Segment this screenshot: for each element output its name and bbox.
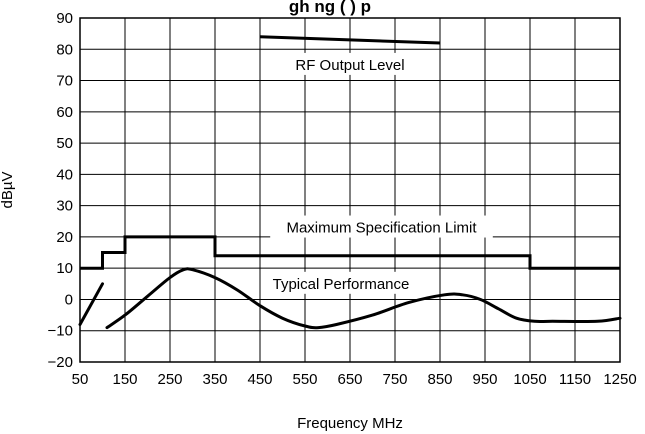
x-tick-label: 450	[247, 371, 272, 388]
y-tick-label: 20	[56, 229, 73, 246]
x-tick-label: 650	[337, 371, 362, 388]
x-tick-label: 50	[72, 371, 89, 388]
y-tick-label: 0	[65, 291, 73, 308]
x-tick-label: 150	[112, 371, 137, 388]
series-rf-output-level	[259, 35, 441, 45]
y-tick-label: 80	[56, 41, 73, 58]
x-axis-ticks: 50 150 250 350 450 550 650 750 850 950 1050 1150 125…	[72, 371, 637, 388]
x-tick-label: 1150	[559, 371, 591, 388]
series-typical-performance	[105, 267, 622, 330]
annotation-label: RF Output Level	[295, 57, 404, 74]
y-tick-label: 70	[56, 73, 73, 90]
y-tick-label: −10	[48, 323, 73, 340]
y-tick-label: 10	[56, 260, 73, 277]
chart-title: gh ng ( ) p	[289, 0, 371, 16]
y-tick-label: 50	[56, 135, 73, 152]
x-tick-label: 550	[292, 371, 317, 388]
x-axis-label: Frequency MHz	[297, 415, 403, 432]
y-axis-ticks: −20 −10 0 10 20 30 40 50 60 70 80 90	[48, 10, 73, 371]
x-tick-label: 1250	[603, 371, 636, 388]
x-tick-label: 250	[157, 371, 182, 388]
y-tick-label: 60	[56, 104, 73, 121]
x-tick-label: 850	[427, 371, 452, 388]
annotation-label: Maximum Specification Limit	[286, 220, 477, 237]
x-tick-label: 750	[382, 371, 407, 388]
y-axis-label: dBµV	[0, 172, 16, 209]
plot-frame	[79, 17, 621, 363]
annotation-background	[260, 271, 422, 294]
x-tick-label: 350	[202, 371, 227, 388]
y-tick-label: −20	[48, 354, 73, 371]
annotations: RF Output Level Maximum Specification Lim…	[260, 52, 493, 294]
y-tick-label: 40	[56, 166, 73, 183]
annotation-background	[270, 215, 493, 238]
series-maximum-specification-limit	[80, 235, 620, 270]
x-tick-label: 1050	[513, 371, 546, 388]
x-tick-label: 950	[472, 371, 497, 388]
series-typical-performance	[78, 282, 104, 326]
y-tick-label: 30	[56, 198, 73, 215]
y-tick-label: 90	[56, 10, 73, 27]
series-group	[78, 35, 622, 330]
annotation-background	[285, 52, 415, 75]
annotation-label: Typical Performance	[273, 276, 410, 293]
